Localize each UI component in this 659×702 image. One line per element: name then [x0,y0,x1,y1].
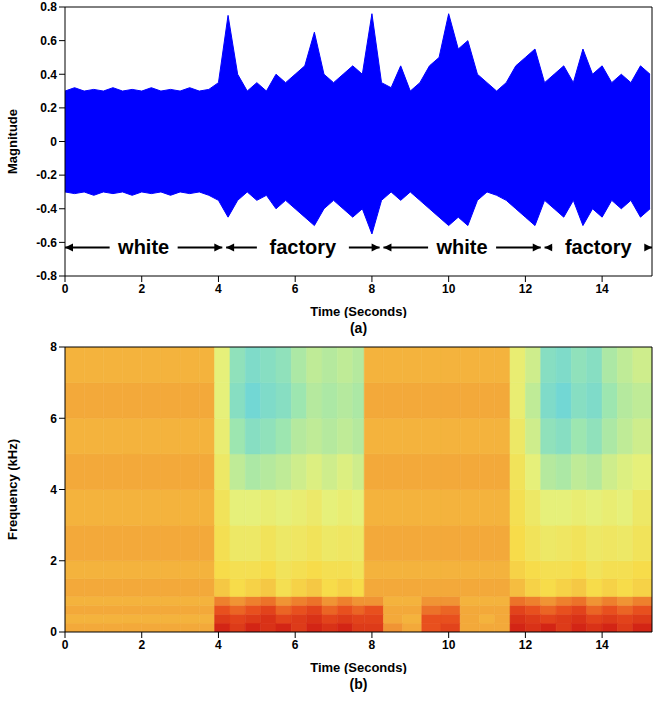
svg-text:2: 2 [138,282,145,296]
svg-text:12: 12 [519,638,533,652]
svg-text:6: 6 [292,638,299,652]
svg-text:-0.2: -0.2 [36,168,57,182]
svg-text:0: 0 [62,282,69,296]
svg-text:8: 8 [50,340,57,354]
svg-text:-0.6: -0.6 [36,236,57,250]
svg-text:10: 10 [442,282,456,296]
svg-text:0.6: 0.6 [40,34,57,48]
html-text:(a): (a) [349,320,368,336]
svg-text:factory: factory [270,236,338,258]
svg-text:white: white [117,236,169,258]
svg-text:0: 0 [62,638,69,652]
svg-text:Time (Seconds): Time (Seconds) [310,660,407,674]
svg-text:4: 4 [50,483,57,497]
svg-text:2: 2 [138,638,145,652]
svg-text:6: 6 [50,412,57,426]
svg-text:8: 8 [369,282,376,296]
svg-text:14: 14 [595,282,609,296]
svg-text:0.4: 0.4 [40,68,57,82]
svg-text:Magnitude: Magnitude [5,109,20,174]
svg-text:0.2: 0.2 [40,101,57,115]
html-text:(b): (b) [349,676,368,692]
svg-text:4: 4 [215,282,222,296]
svg-text:0: 0 [50,625,57,639]
svg-text:4: 4 [215,638,222,652]
svg-text:14: 14 [595,638,609,652]
svg-text:0.8: 0.8 [40,0,57,14]
svg-text:8: 8 [369,638,376,652]
svg-text:-0.8: -0.8 [36,269,57,283]
svg-text:factory: factory [565,236,633,258]
svg-text:Time (Seconds): Time (Seconds) [310,304,407,318]
svg-text:-0.4: -0.4 [36,202,57,216]
svg-text:white: white [436,236,488,258]
svg-text:0: 0 [50,135,57,149]
svg-text:6: 6 [292,282,299,296]
svg-text:Frequency (kHz): Frequency (kHz) [5,439,20,540]
svg-text:2: 2 [50,554,57,568]
svg-text:10: 10 [442,638,456,652]
svg-text:12: 12 [519,282,533,296]
